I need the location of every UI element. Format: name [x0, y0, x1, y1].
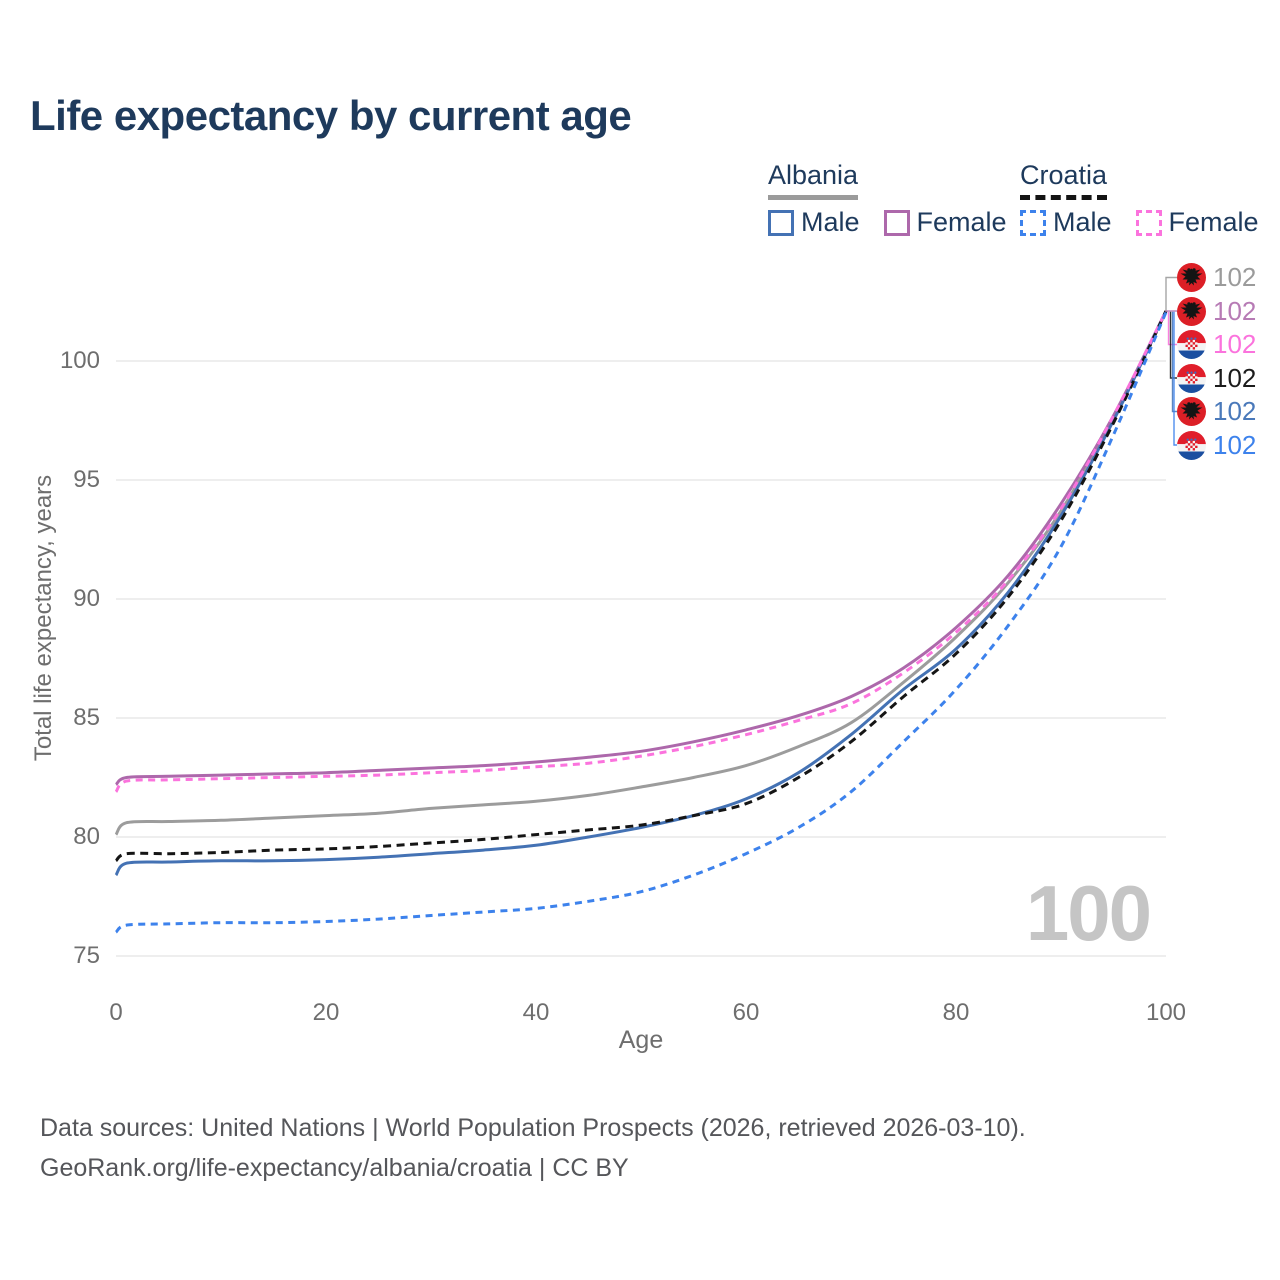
y-axis-title: Total life expectancy, years: [30, 474, 57, 762]
legend-item-croatia-female[interactable]: Female: [1135, 207, 1259, 238]
y-tick-label-100: 100: [59, 347, 100, 374]
legend-item-label: Female: [916, 207, 1007, 237]
leader-line-4: [1171, 311, 1177, 413]
end-label-4: 102: [1177, 396, 1257, 427]
legend-item-croatia-male[interactable]: Male: [1020, 207, 1112, 238]
end-label-value: 102: [1213, 295, 1257, 326]
legend-group-albania: Albania Male Female: [768, 160, 1031, 241]
series-line-albania-female: [114, 310, 1168, 786]
legend-country-albania: Albania: [768, 160, 859, 200]
footer: Data sources: United Nations | World Pop…: [40, 1108, 1026, 1188]
leader-line-1: [1165, 310, 1177, 312]
legend-group-croatia: Croatia Male Female: [1020, 160, 1280, 241]
x-tick-label-80: 80: [942, 999, 970, 1026]
albania-flag-icon: [1177, 296, 1206, 326]
y-tick-label-85: 85: [73, 704, 100, 731]
y-tick-label-90: 90: [73, 585, 100, 612]
end-label-value: 102: [1213, 329, 1257, 359]
x-tick-label-60: 60: [732, 999, 760, 1026]
age-counter-watermark: 100: [1025, 869, 1152, 957]
series-line-croatia-total: [114, 310, 1168, 863]
leader-line-0: [1165, 276, 1177, 312]
series-line-albania-total: [114, 310, 1168, 836]
x-tick-label-0: 0: [109, 999, 123, 1026]
legend-swatch-icon: [883, 209, 910, 236]
series-line-croatia-female: [114, 310, 1168, 793]
series-line-croatia-male: [114, 311, 1168, 934]
end-label-0: 102: [1177, 262, 1257, 293]
end-label-value: 102: [1213, 396, 1257, 426]
y-tick-label-80: 80: [73, 823, 100, 850]
legend-item-albania-male[interactable]: Male: [768, 207, 860, 238]
end-label-5: 102: [1177, 430, 1256, 460]
y-tick-label-95: 95: [73, 466, 100, 493]
x-tick-label-100: 100: [1145, 999, 1187, 1026]
page-title: Life expectancy by current age: [30, 92, 632, 139]
end-label-3: 102: [1177, 363, 1256, 393]
end-label-value: 102: [1213, 429, 1257, 460]
albania-flag-icon: [1177, 397, 1206, 426]
croatia-flag-icon: [1177, 330, 1206, 359]
attribution-text: GeoRank.org/life-expectancy/albania/croa…: [40, 1154, 629, 1182]
legend-country-croatia: Croatia: [1020, 160, 1108, 200]
data-sources-text: Data sources: United Nations | World Pop…: [40, 1114, 1026, 1142]
leader-line-5: [1173, 311, 1177, 446]
x-tick-label-20: 20: [312, 999, 340, 1026]
end-label-value: 102: [1213, 262, 1257, 292]
end-label-2: 102: [1177, 329, 1257, 360]
legend-item-label: Female: [1168, 207, 1259, 237]
croatia-flag-icon: [1177, 363, 1206, 393]
leader-line-3: [1169, 311, 1177, 379]
croatia-flag-icon: [1177, 430, 1206, 460]
legend-swatch-icon: [768, 209, 794, 236]
legend-item-label: Male: [1053, 207, 1112, 237]
end-label-value: 102: [1213, 362, 1257, 393]
y-tick-label-75: 75: [73, 942, 100, 969]
x-axis-title: Age: [618, 1026, 664, 1054]
legend-item-label: Male: [801, 207, 860, 237]
albania-flag-icon: [1177, 263, 1206, 292]
legend-item-albania-female[interactable]: Female: [883, 207, 1007, 238]
legend-swatch-icon: [1020, 209, 1046, 236]
x-tick-label-40: 40: [522, 999, 550, 1026]
end-label-1: 102: [1177, 296, 1256, 326]
legend-swatch-icon: [1135, 209, 1162, 236]
series-line-albania-male: [114, 310, 1168, 877]
